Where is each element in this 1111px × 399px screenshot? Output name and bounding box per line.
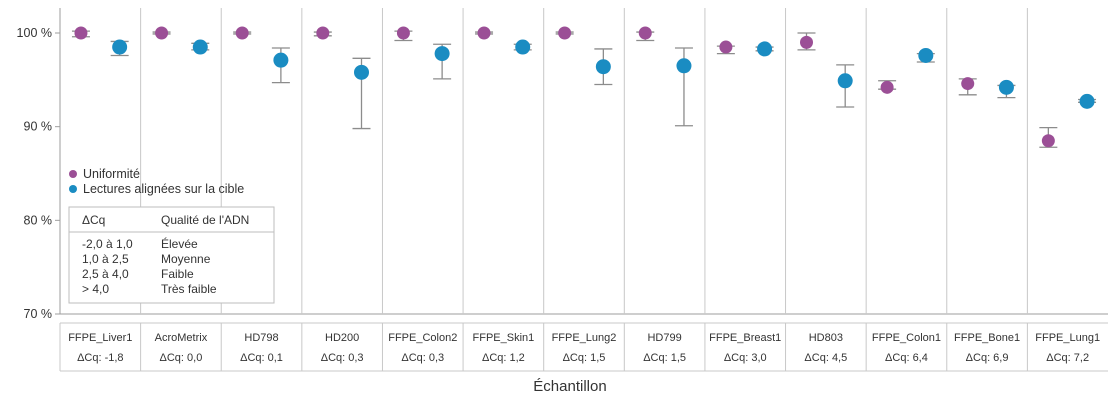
legend: Uniformité Lectures alignées sur la cibl…	[68, 167, 275, 304]
y-tick-label: 70 %	[24, 307, 53, 321]
data-point	[757, 41, 773, 57]
y-axis: 70 % 80 % 90 % 100 %	[17, 8, 1108, 321]
data-point	[155, 26, 169, 40]
data-point	[316, 26, 330, 40]
data-point	[515, 39, 531, 55]
dcq-quality-table: ΔCq Qualité de l'ADN -2,0 à 1,0 Élevée 1…	[68, 206, 275, 304]
x-tick-dcq: ΔCq: 3,0	[724, 352, 767, 364]
data-point	[719, 40, 733, 54]
x-tick-label: HD803	[809, 332, 843, 344]
x-tick-label: FFPE_Bone1	[954, 332, 1020, 344]
dcq-quality-3: Faible	[161, 267, 194, 281]
x-tick-dcq: ΔCq: 6,4	[885, 352, 928, 364]
x-tick-label: FFPE_Lung1	[1035, 332, 1100, 344]
series-lectures-alignees	[110, 39, 1097, 130]
x-tick-dcq: ΔCq: -1,8	[77, 352, 123, 364]
data-point	[273, 52, 289, 68]
dcq-table-header-dcq: ΔCq	[82, 213, 105, 227]
data-point	[1079, 93, 1095, 109]
data-point	[477, 26, 491, 40]
x-tick-label: FFPE_Colon1	[872, 332, 941, 344]
x-tick-label: FFPE_Breast1	[709, 332, 781, 344]
x-tick-dcq: ΔCq: 4,5	[804, 352, 847, 364]
x-tick-dcq: ΔCq: 6,9	[966, 352, 1009, 364]
y-tick-label: 90 %	[24, 120, 53, 134]
dcq-quality-2: Moyenne	[161, 252, 211, 266]
dcq-quality-1: Élevée	[161, 236, 198, 251]
x-tick-dcq: ΔCq: 1,2	[482, 352, 525, 364]
y-tick-label: 100 %	[17, 26, 52, 40]
x-tick-label: HD798	[244, 332, 278, 344]
data-point	[112, 39, 128, 55]
dcq-table-box	[68, 206, 275, 304]
legend-marker-lectures	[69, 185, 77, 193]
series-uniformite	[71, 26, 1058, 148]
x-tick-dcq: ΔCq: 0,3	[401, 352, 444, 364]
dcq-range-1: -2,0 à 1,0	[82, 237, 133, 251]
dcq-quality-4: Très faible	[161, 282, 217, 296]
x-tick-dcq: ΔCq: 1,5	[643, 352, 686, 364]
x-tick-dcq: ΔCq: 0,3	[321, 352, 364, 364]
data-point	[192, 39, 208, 55]
x-axis-title: Échantillon	[533, 378, 606, 395]
x-tick-label: AcroMetrix	[155, 332, 208, 344]
x-tick-dcq: ΔCq: 0,0	[160, 352, 203, 364]
data-point	[918, 47, 934, 63]
data-point	[676, 58, 692, 74]
x-tick-label: FFPE_Lung2	[552, 332, 617, 344]
data-point	[74, 26, 88, 40]
data-point	[998, 79, 1014, 95]
data-point	[638, 26, 652, 40]
x-tick-label: HD799	[647, 332, 681, 344]
data-point	[235, 26, 249, 40]
x-tick-dcq: ΔCq: 7,2	[1046, 352, 1089, 364]
data-point	[595, 59, 611, 75]
data-point	[434, 46, 450, 62]
x-tick-label: FFPE_Liver1	[68, 332, 132, 344]
dcq-range-4: > 4,0	[82, 282, 109, 296]
legend-marker-uniformite	[69, 170, 77, 178]
x-tick-dcq: ΔCq: 0,1	[240, 352, 283, 364]
legend-label-uniformite: Uniformité	[83, 167, 140, 181]
data-point	[799, 35, 813, 49]
data-point	[1041, 134, 1055, 148]
data-series	[71, 26, 1097, 148]
data-point	[354, 64, 370, 80]
x-tick-label: FFPE_Skin1	[473, 332, 535, 344]
data-point	[880, 80, 894, 94]
x-tick-label: HD200	[325, 332, 359, 344]
sample-panels	[59, 8, 1108, 372]
dcq-range-3: 2,5 à 4,0	[82, 267, 129, 281]
dcq-range-2: 1,0 à 2,5	[82, 252, 129, 266]
y-tick-label: 80 %	[24, 213, 53, 227]
x-tick-label: FFPE_Colon2	[388, 332, 457, 344]
data-point	[837, 73, 853, 89]
data-point	[961, 77, 975, 91]
x-tick-dcq: ΔCq: 1,5	[563, 352, 606, 364]
x-axis-labels: FFPE_Liver1 ΔCq: -1,8 AcroMetrix ΔCq: 0,0 HD…	[68, 332, 1100, 364]
legend-label-lectures: Lectures alignées sur la cible	[83, 182, 244, 196]
data-point	[558, 26, 572, 40]
dcq-table-header-quality: Qualité de l'ADN	[161, 213, 249, 227]
data-point	[396, 26, 410, 40]
